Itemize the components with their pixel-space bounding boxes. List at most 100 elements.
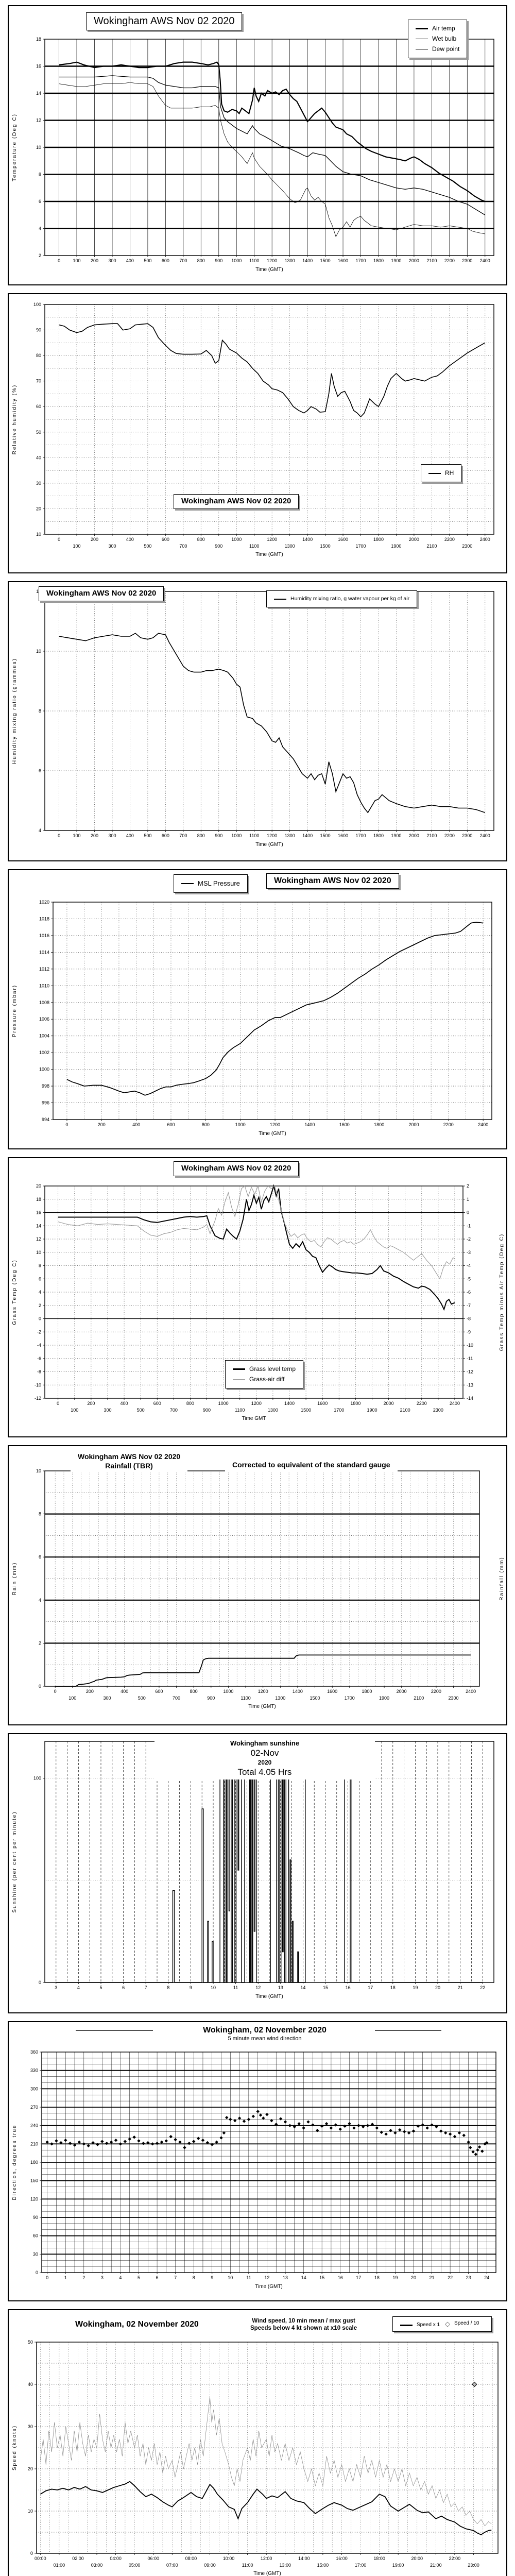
svg-text:210: 210 — [30, 2141, 38, 2146]
svg-text:20: 20 — [36, 506, 41, 511]
svg-text:2200: 2200 — [444, 537, 455, 542]
legend-label: Speed x 1 — [417, 2322, 440, 2328]
svg-text:11: 11 — [246, 2275, 251, 2280]
10-min-mean-speed-line — [40, 2481, 492, 2535]
legend-item: Grass level temp — [233, 1365, 296, 1373]
svg-text:30: 30 — [36, 481, 41, 486]
svg-text:500: 500 — [138, 1696, 146, 1701]
svg-text:1800: 1800 — [362, 1689, 372, 1694]
svg-text:700: 700 — [179, 544, 187, 549]
svg-text:1400: 1400 — [284, 1401, 295, 1406]
svg-text:24: 24 — [484, 2275, 489, 2280]
svg-text:1300: 1300 — [285, 544, 295, 549]
svg-text:19:00: 19:00 — [392, 2563, 404, 2568]
svg-text:1900: 1900 — [391, 258, 401, 263]
svg-text:1200: 1200 — [270, 1122, 280, 1127]
svg-text:16: 16 — [36, 1210, 41, 1215]
svg-text:8: 8 — [39, 1512, 41, 1517]
svg-text:2300: 2300 — [462, 833, 472, 838]
wind-direction-plot: 0 1 2 3 4 5 6 7 8 9 10 11 12 13 14 15 16 17 18 19 20 21 22 23 24… — [12, 2049, 496, 2290]
svg-text:6: 6 — [156, 2275, 159, 2280]
chart-note: Wind speed, 10 min mean / max gust Speeds… — [243, 2315, 365, 2334]
svg-text:998: 998 — [42, 1083, 49, 1089]
svg-text:1006: 1006 — [39, 1016, 49, 1022]
chart-legend: Humidity mixing ratio, g water vapour pe… — [266, 590, 418, 608]
svg-text:20:00: 20:00 — [411, 2556, 423, 2561]
svg-text:800: 800 — [197, 258, 205, 263]
plot-border — [53, 902, 492, 1120]
svg-text:23: 23 — [466, 2275, 471, 2280]
svg-text:1100: 1100 — [249, 544, 259, 549]
svg-text:0: 0 — [46, 2275, 48, 2280]
chart-text-line: Wokingham AWS Nov 02 2020 — [181, 1164, 291, 1173]
svg-text:60: 60 — [33, 2233, 38, 2239]
line-marker-icon — [428, 472, 441, 474]
legend-item: Speed x 1 — [400, 2322, 440, 2329]
chart-panel-humidity-mixing-ratio: 0 100 200 300 400 500 600 700 800 900 1000 1100 1200… — [8, 581, 507, 861]
svg-text:18: 18 — [36, 37, 41, 42]
chart-title: Wokingham AWS Nov 02 2020 Rainfall (TBR) — [71, 1450, 188, 1472]
svg-text:19: 19 — [392, 2275, 398, 2280]
chart-legend: Grass level temp Grass-air diff — [225, 1360, 304, 1388]
chart-text-line: Total 4.05 Hrs — [237, 1767, 292, 1777]
svg-text:1100: 1100 — [249, 833, 259, 838]
humidity-mixing-ratio-plot: 0 100 200 300 400 500 600 700 800 900 1000 1100 1200… — [12, 589, 494, 848]
svg-text:150: 150 — [30, 2178, 38, 2183]
msl-pressure-plot: 0 200 400 600 800 1000 1200 1400 1600 1800 2000 220… — [12, 900, 492, 1137]
svg-text:2: 2 — [39, 253, 41, 258]
svg-text:Rainfall (mm): Rainfall (mm) — [499, 1556, 505, 1600]
svg-text:0: 0 — [57, 1401, 59, 1406]
svg-text:400: 400 — [126, 258, 134, 263]
chart-text-line: Wind speed, 10 min mean / max gust — [252, 2318, 355, 2324]
svg-text:1012: 1012 — [39, 967, 49, 972]
svg-text:1700: 1700 — [355, 544, 366, 549]
svg-text:1700: 1700 — [334, 1408, 344, 1413]
svg-text:900: 900 — [215, 544, 222, 549]
svg-text:11: 11 — [233, 1985, 238, 1990]
legend-item: Humidity mixing ratio, g water vapour pe… — [274, 596, 409, 602]
svg-text:90: 90 — [33, 2215, 38, 2220]
svg-text:16: 16 — [346, 1985, 351, 1990]
svg-text:0: 0 — [39, 1980, 41, 1985]
legend-label: MSL Pressure — [198, 879, 240, 887]
svg-text:2300: 2300 — [449, 1696, 459, 1701]
svg-text:17: 17 — [368, 1985, 373, 1990]
svg-text:4: 4 — [119, 2275, 122, 2280]
chart-text-line: Corrected to equivalent of the standard … — [232, 1461, 390, 1469]
legend-item: Air temp — [416, 25, 459, 32]
svg-text:1000: 1000 — [231, 833, 242, 838]
legend-label: Grass level temp — [249, 1365, 296, 1372]
chart-legend: Speed x 1 ◇ Speed / 10 — [392, 2316, 492, 2332]
svg-text:900: 900 — [215, 833, 222, 838]
svg-text:100: 100 — [73, 544, 81, 549]
svg-text:Time (GMT): Time (GMT) — [255, 552, 283, 557]
svg-text:Temperature (Deg C): Temperature (Deg C) — [12, 113, 18, 181]
chart-text-line: 5 minute mean wind direction — [228, 2036, 302, 2042]
svg-text:10: 10 — [36, 1468, 41, 1473]
svg-text:16: 16 — [36, 64, 41, 69]
svg-text:2400: 2400 — [480, 537, 490, 542]
svg-text:1600: 1600 — [338, 537, 348, 542]
diamond-marker-icon: ◇ — [445, 2320, 451, 2328]
svg-text:2200: 2200 — [417, 1401, 427, 1406]
svg-text:60: 60 — [36, 404, 41, 409]
svg-text:1000: 1000 — [218, 1401, 229, 1406]
svg-text:30: 30 — [28, 2424, 33, 2429]
legend-item: MSL Pressure — [181, 879, 240, 888]
legend-item: Grass-air diff — [233, 1376, 296, 1383]
svg-text:Time (GMT): Time (GMT) — [255, 2284, 283, 2290]
chart-legend: MSL Pressure — [174, 874, 248, 893]
svg-text:100: 100 — [33, 302, 41, 307]
svg-text:1010: 1010 — [39, 983, 49, 988]
svg-text:700: 700 — [179, 833, 187, 838]
svg-text:1200: 1200 — [267, 833, 277, 838]
svg-text:9: 9 — [211, 2275, 213, 2280]
svg-text:4: 4 — [77, 1985, 80, 1990]
sunshine-plot: 3 4 5 6 7 8 9 10 11 12 13 14 15 16 17 18 19 20 21 22 0 100 Tim… — [12, 1741, 494, 1999]
svg-text:Speed (knots): Speed (knots) — [12, 2425, 18, 2470]
chart-title: Wokingham AWS Nov 02 2020 — [39, 586, 164, 601]
svg-text:10: 10 — [28, 2509, 33, 2514]
svg-text:0: 0 — [58, 258, 60, 263]
svg-text:500: 500 — [137, 1408, 145, 1413]
svg-text:400: 400 — [121, 1689, 128, 1694]
